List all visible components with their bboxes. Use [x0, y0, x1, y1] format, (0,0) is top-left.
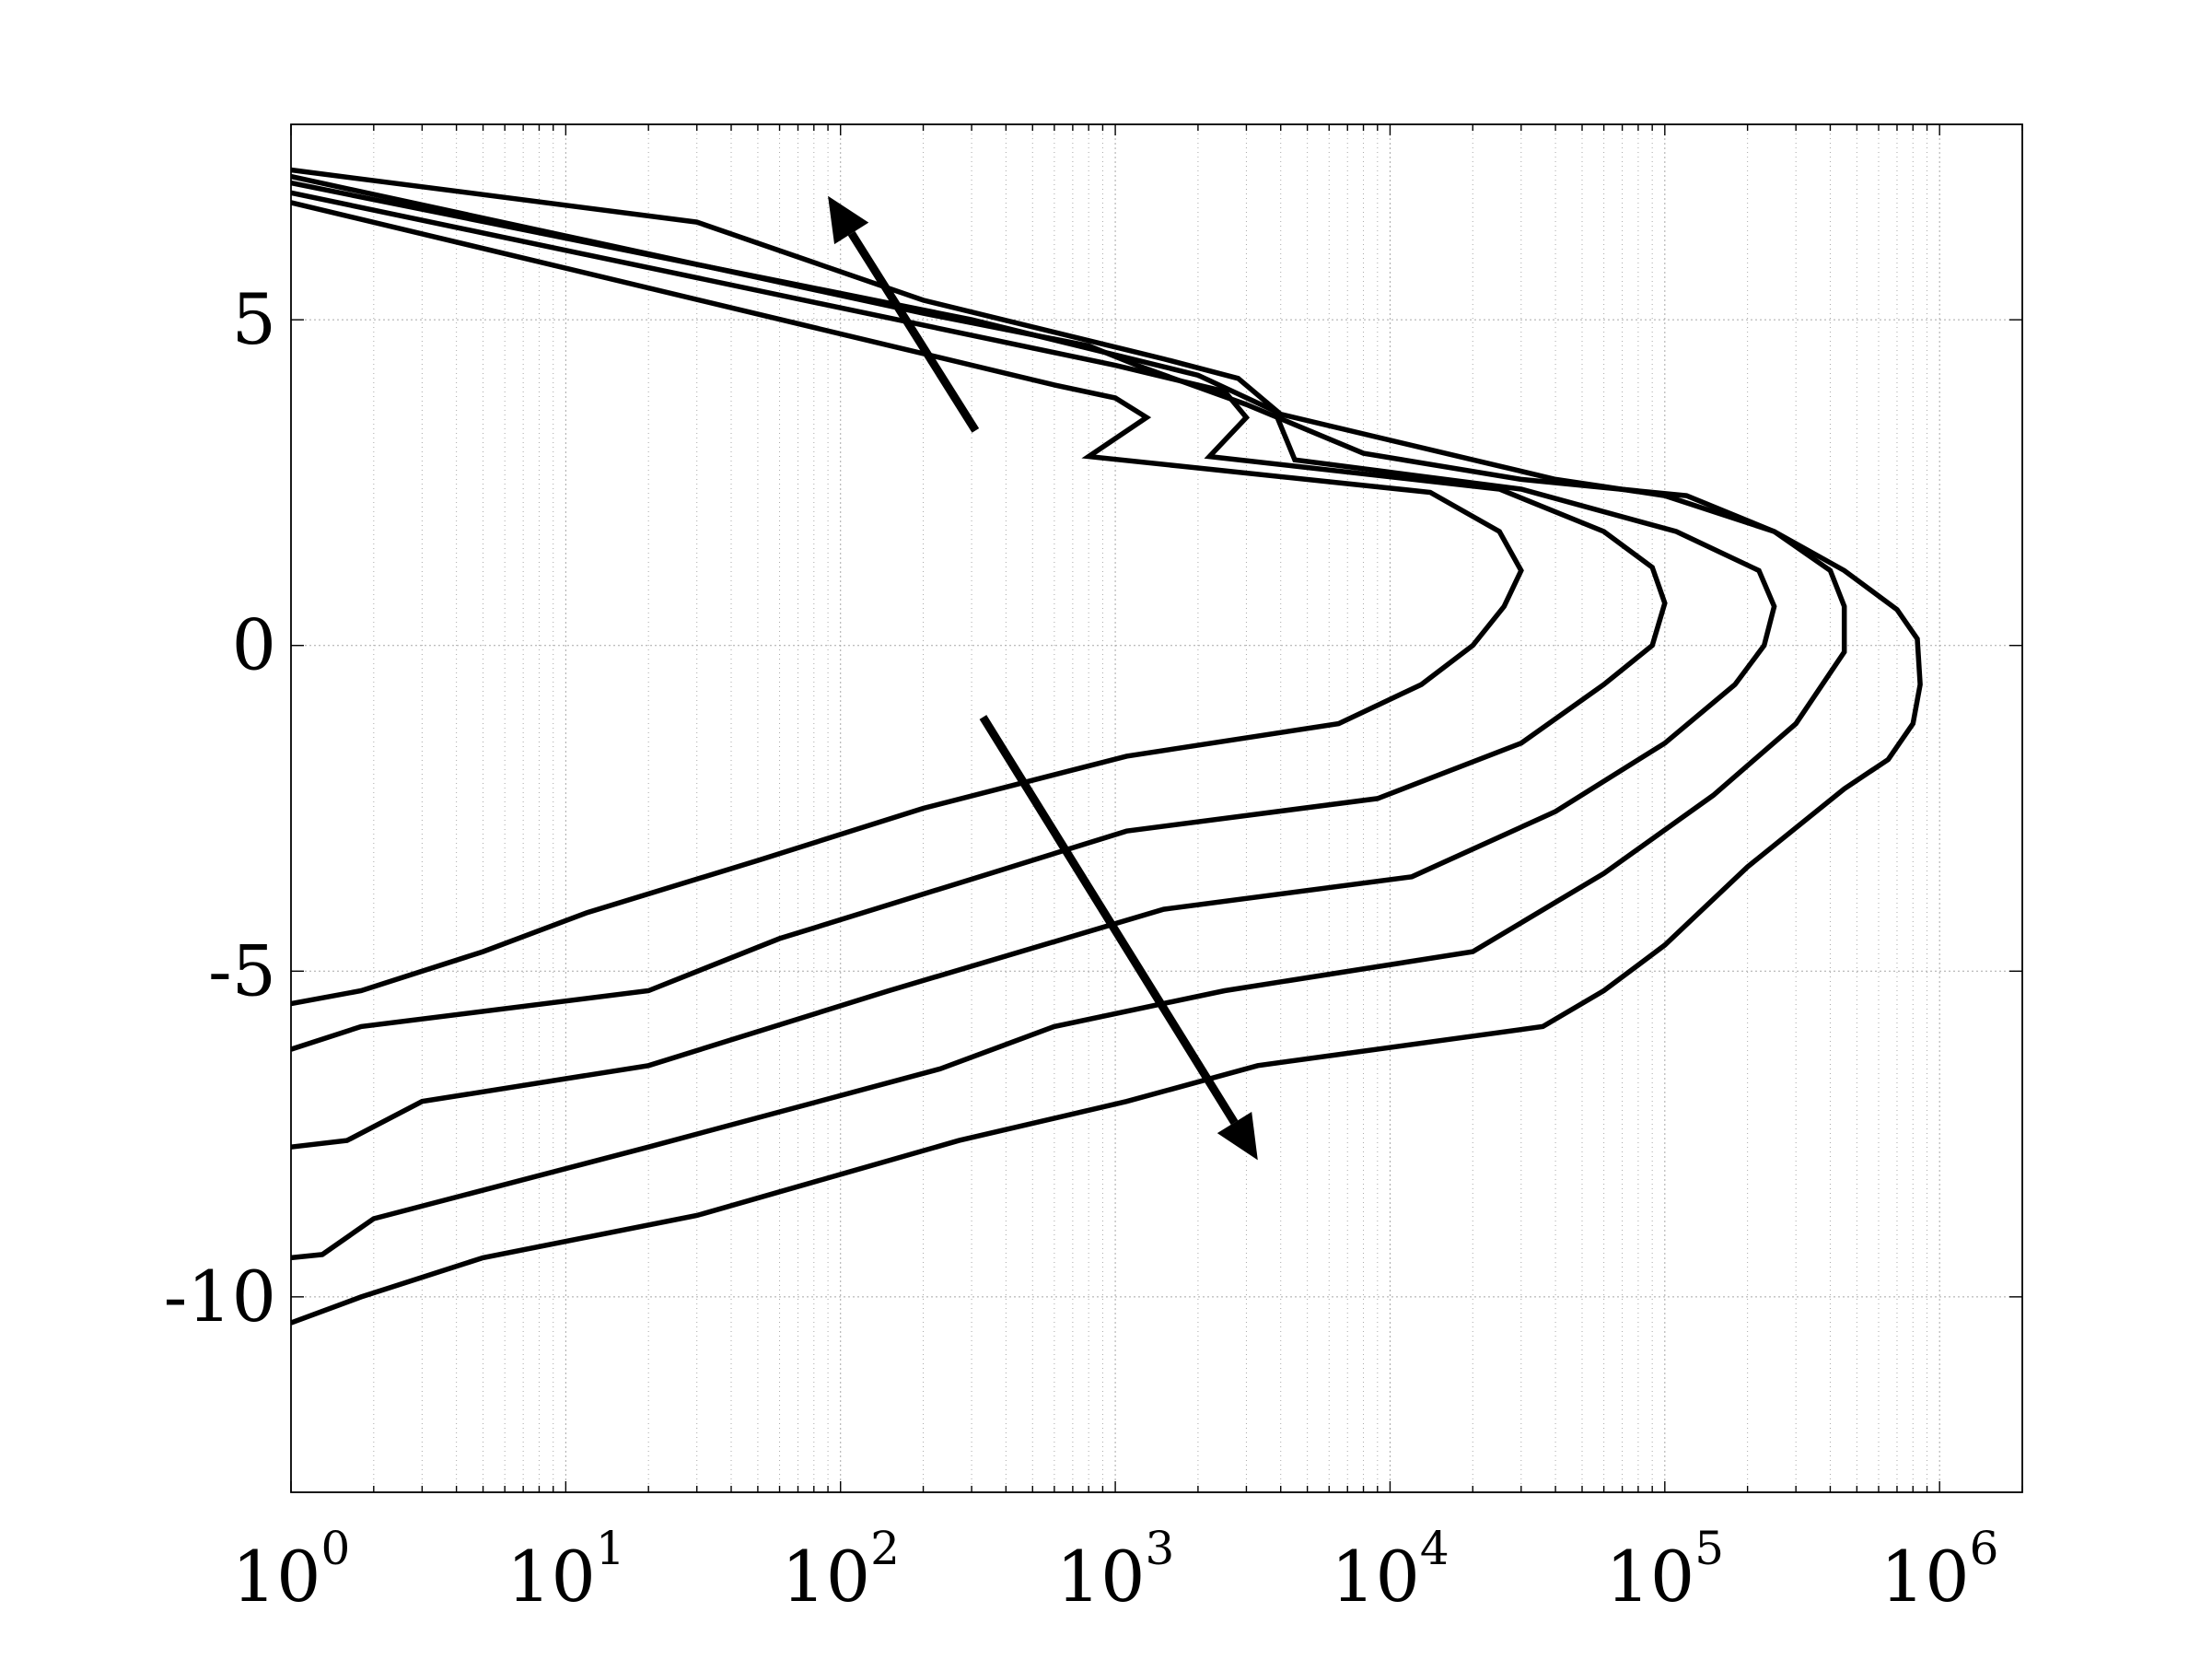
- series-line-4: [290, 173, 1847, 1261]
- x-tick-exponent: 3: [1146, 1522, 1175, 1575]
- x-tick-exponent: 5: [1694, 1522, 1724, 1575]
- x-tick-base: 10: [1056, 1536, 1146, 1618]
- y-tick-label: -5: [208, 929, 276, 1011]
- arrow-head-down-right: [1217, 1111, 1258, 1161]
- annotation-layer: [828, 195, 1258, 1161]
- x-tick-exponent: 6: [1970, 1522, 1999, 1575]
- plot-area-frame: [290, 123, 2023, 1493]
- grid-layer: [290, 124, 2023, 1492]
- x-tick-exponent: 0: [320, 1522, 350, 1575]
- series-line-5: [290, 167, 1923, 1326]
- x-tick-label: 105: [1606, 1522, 1725, 1618]
- x-tick-base: 10: [1606, 1536, 1695, 1618]
- x-tick-label: 100: [232, 1522, 351, 1618]
- x-tick-base: 10: [506, 1536, 596, 1618]
- x-tick-label: 102: [781, 1522, 900, 1618]
- y-tick-label: 0: [232, 604, 276, 686]
- x-tick-base: 10: [781, 1536, 870, 1618]
- series-line-2: [290, 190, 1668, 1052]
- x-tick-base: 10: [1880, 1536, 1970, 1618]
- x-tick-exponent: 2: [870, 1522, 900, 1575]
- y-tick-label: 5: [232, 278, 276, 360]
- x-tick-base: 10: [1331, 1536, 1420, 1618]
- arrow-shaft-down-right: [979, 715, 1239, 1125]
- x-tick-exponent: 4: [1420, 1522, 1449, 1575]
- x-tick-label: 106: [1880, 1522, 1999, 1618]
- series-line-1: [290, 200, 1524, 1007]
- y-tick-label: -10: [164, 1256, 276, 1338]
- tick-layer: [290, 124, 2023, 1492]
- series-layer: [290, 167, 1923, 1326]
- x-tick-label: 103: [1056, 1522, 1175, 1618]
- x-tick-label: 101: [506, 1522, 625, 1618]
- arrow-shaft-up-left: [847, 231, 980, 433]
- arrow-head-up-left: [828, 195, 869, 245]
- x-tick-label: 104: [1331, 1522, 1449, 1618]
- x-tick-exponent: 1: [596, 1522, 625, 1575]
- x-tick-base: 10: [232, 1536, 321, 1618]
